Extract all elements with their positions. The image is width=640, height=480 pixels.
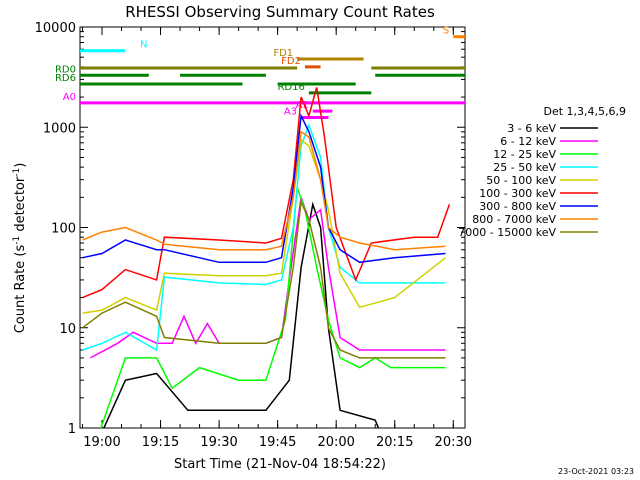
legend-label: 25 - 50 keV (493, 161, 556, 174)
x-tick-label: 20:15 (376, 435, 413, 450)
x-axis-label: Start Time (21-Nov-04 18:54:22) (174, 457, 386, 472)
x-tick-label: 20:30 (435, 435, 472, 450)
annotation-label: FD1 (273, 48, 293, 59)
legend-title: Det 1,3,4,5,6,9 (543, 105, 626, 118)
x-tick-label: 19:30 (200, 435, 237, 450)
legend-label: 3 - 6 keV (507, 122, 556, 135)
annotation-label: RD0 (55, 64, 76, 75)
legend-label: 12 - 25 keV (493, 148, 556, 161)
legend-label: 6 - 12 keV (500, 135, 556, 148)
annotation-label: A1 (296, 100, 309, 111)
annotation-label: A3 (284, 107, 297, 118)
series-line (82, 113, 446, 264)
y-tick-label: 1 (68, 422, 76, 437)
x-tick-label: 20:00 (317, 435, 354, 450)
series-line (103, 201, 380, 428)
y-axis-label: Count Rate (s-1 detector-1) (12, 163, 28, 334)
y-tick-label: 100 (51, 222, 76, 237)
annotation-label: RD6 (55, 73, 76, 84)
timestamp: 23-Oct-2021 03:23 (558, 467, 634, 476)
series-line (82, 87, 451, 299)
y-tick-label: 10000 (35, 21, 76, 36)
chart-title: RHESSI Observing Summary Count Rates (125, 3, 435, 21)
series-line (82, 130, 446, 251)
series-line (89, 197, 446, 359)
legend-label: 100 - 300 keV (479, 187, 556, 200)
legend-label: 50 - 100 keV (486, 174, 556, 187)
legend-label: 7000 - 15000 keV (458, 226, 556, 239)
legend-label: 800 - 7000 keV (472, 213, 556, 226)
annotation-label: N (140, 40, 147, 51)
series-line (82, 138, 446, 314)
y-tick-label: 1000 (43, 121, 76, 136)
annotation-label: RD16 (277, 82, 304, 93)
series-line (82, 122, 446, 352)
series-line (100, 187, 446, 428)
series-line (82, 199, 446, 359)
y-tick-label: 10 (59, 322, 76, 337)
x-tick-label: 19:15 (142, 435, 179, 450)
annotation-label: A0 (63, 92, 76, 103)
x-tick-label: 19:45 (259, 435, 296, 450)
annotation-label: FD2 (281, 56, 301, 67)
legend-label: 300 - 800 keV (479, 200, 556, 213)
x-tick-label: 19:00 (83, 435, 120, 450)
annotation-label: S (443, 26, 449, 37)
plot-area: 1 10 100 1000 10000 19:00 19:15 19:30 19:45 20:00… (35, 21, 472, 450)
